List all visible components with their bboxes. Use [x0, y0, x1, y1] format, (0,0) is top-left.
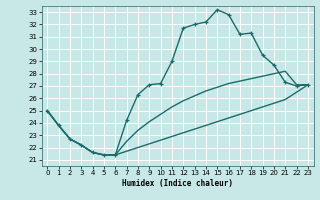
X-axis label: Humidex (Indice chaleur): Humidex (Indice chaleur) [122, 179, 233, 188]
